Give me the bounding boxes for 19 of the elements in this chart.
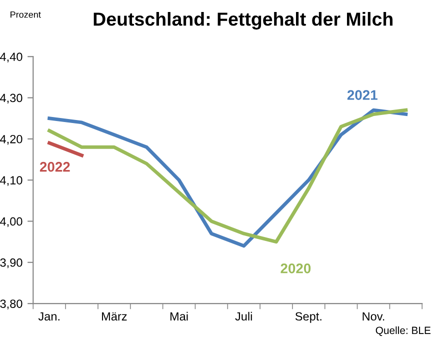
y-tick-label: 3,90 bbox=[0, 258, 22, 268]
y-tick-label: 4,00 bbox=[0, 217, 22, 228]
y-tick-label: 4,10 bbox=[0, 176, 22, 186]
x-tick-label: Nov. bbox=[362, 312, 384, 321]
series-label: 2020 bbox=[280, 263, 311, 274]
source-note: Quelle: BLE bbox=[376, 326, 431, 336]
x-tick-label: Juli bbox=[235, 312, 252, 321]
y-tick-label: 4,40 bbox=[0, 52, 22, 62]
series-label: 2021 bbox=[347, 90, 378, 100]
chart-title: Deutschland: Fettgehalt der Milch bbox=[94, 12, 392, 30]
x-tick-label: März bbox=[102, 312, 127, 321]
y-tick-label: 4,20 bbox=[0, 134, 22, 145]
series-label: 2022 bbox=[40, 162, 70, 172]
y-tick-label: 3,80 bbox=[0, 300, 22, 310]
x-tick-label: Sept. bbox=[295, 312, 322, 323]
y-tick-label: 4,30 bbox=[0, 94, 22, 104]
y-axis-title: Prozent bbox=[10, 11, 41, 18]
x-tick-label: Jan. bbox=[38, 312, 60, 321]
x-tick-label: Mai bbox=[170, 312, 188, 321]
